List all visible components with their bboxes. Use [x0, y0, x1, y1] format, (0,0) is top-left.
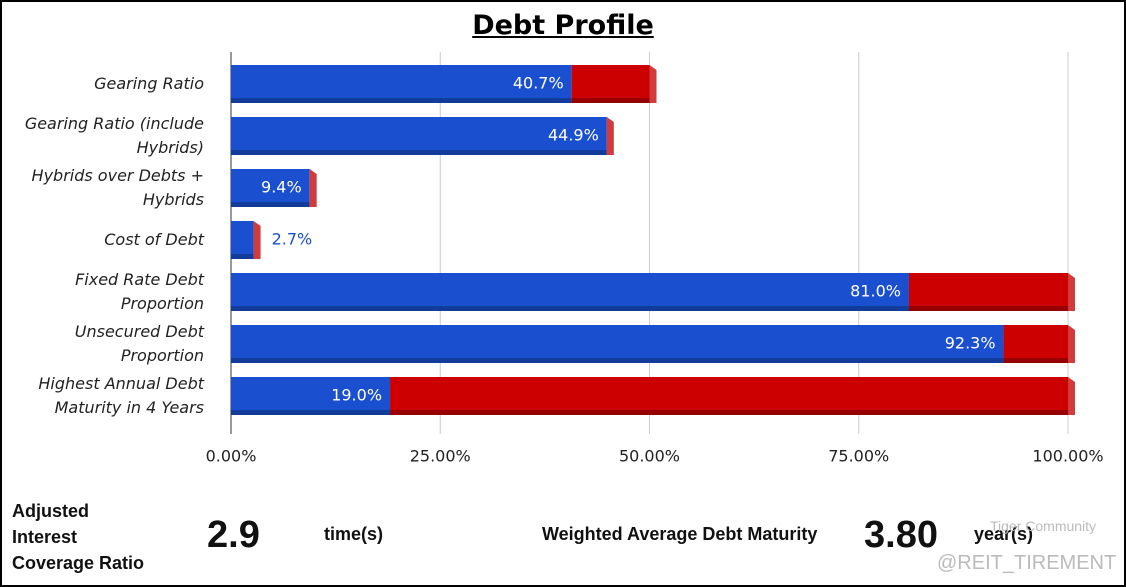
category-label: Hybrids over Debts + Hybrids	[31, 166, 204, 209]
category-label: Unsecured Debt Proportion	[74, 322, 204, 365]
bar-shade	[231, 306, 909, 311]
category-label: Cost of Debt	[104, 230, 204, 249]
bar-shade	[908, 306, 1068, 311]
bar-end	[253, 221, 261, 259]
maturity-unit: year(s)	[974, 524, 1034, 544]
bar-end	[1068, 377, 1075, 415]
value-label: 81.0%	[850, 282, 901, 301]
chart: 0.00% 25.00% 50.00% 75.00% 100.00% 40.7% 44.9%…	[206, 52, 1104, 466]
bar-end	[1068, 273, 1075, 311]
x-tick-label: 100.00%	[1032, 447, 1103, 466]
coverage-label: Adjusted Interest Coverage Ratio	[12, 501, 145, 573]
bar-shade	[390, 410, 1068, 415]
value-label: 9.4%	[261, 178, 302, 197]
value-label: 2.7%	[272, 230, 313, 249]
bar-segment	[231, 325, 1004, 363]
bar-shade	[231, 150, 607, 155]
bar-segment	[231, 377, 391, 415]
bar-segment	[231, 221, 254, 259]
watermark-brand: Tiger Community	[990, 518, 1097, 534]
bar-shade	[231, 202, 310, 207]
maturity-value: 3.80	[864, 514, 938, 556]
coverage-value: 2.9	[207, 514, 260, 556]
bar-segment	[231, 117, 607, 155]
coverage-unit: time(s)	[324, 524, 384, 544]
bar-segment	[908, 273, 1068, 311]
category-label: Gearing Ratio	[94, 74, 204, 93]
bar-segment	[571, 65, 650, 103]
value-label: 92.3%	[945, 334, 996, 353]
x-tick-label: 50.00%	[619, 447, 680, 466]
bar-end	[606, 117, 614, 155]
category-label: Highest Annual Debt Maturity in 4 Years	[38, 374, 204, 417]
maturity-label: Weighted Average Debt Maturity	[542, 524, 818, 544]
bar-segment	[231, 169, 310, 207]
bar-segment	[231, 273, 909, 311]
bar-end	[649, 65, 657, 103]
bar-segment	[390, 377, 1068, 415]
category-label: Fixed Rate Debt Proportion	[75, 270, 204, 313]
bar-shade	[231, 254, 254, 259]
bar-segment	[1003, 325, 1068, 363]
category-label: Gearing Ratio (include Hybrids)	[24, 114, 204, 157]
chart-title: Debt Profile	[472, 10, 654, 41]
bar-end	[1068, 325, 1075, 363]
x-tick-label: 75.00%	[828, 447, 889, 466]
x-tick-label: 25.00%	[410, 447, 471, 466]
bar-shade	[1003, 358, 1068, 363]
value-label: 44.9%	[548, 126, 599, 145]
bar-shade	[231, 98, 572, 103]
watermark-handle: @REIT_TIREMENT	[937, 552, 1117, 574]
bar-shade	[231, 410, 391, 415]
x-tick-label: 0.00%	[206, 447, 257, 466]
bar-shade	[571, 98, 650, 103]
value-label: 19.0%	[331, 386, 382, 405]
bar-shade	[231, 358, 1004, 363]
bar-segment	[231, 65, 572, 103]
bar-end	[309, 169, 317, 207]
value-label: 40.7%	[513, 74, 564, 93]
